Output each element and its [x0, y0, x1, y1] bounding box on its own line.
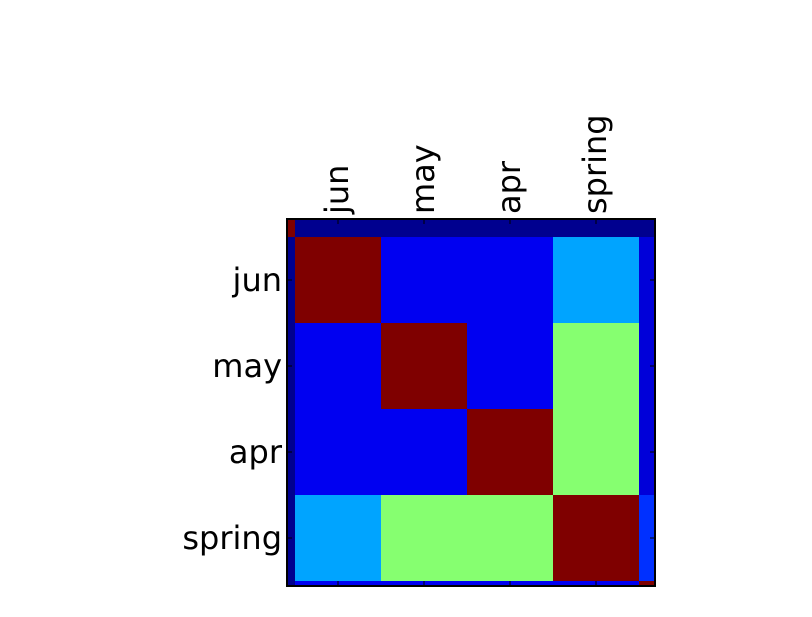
heatmap-cell-may-jun [295, 323, 381, 409]
heatmap-cell-jun-spring [553, 237, 639, 323]
heatmap-cell-may-apr [467, 323, 553, 409]
heatmap-cell-jun-jun [295, 237, 381, 323]
x-tick-label: may [404, 144, 442, 214]
heatmap-cell-apr-jun [295, 409, 381, 495]
heatmap-cell-may-spring [553, 323, 639, 409]
edge-strip-bottom [295, 581, 639, 586]
heatmap-cell-jun-apr [467, 237, 553, 323]
heatmap-cell-spring-apr [467, 495, 553, 581]
edge-strip-left [287, 237, 295, 586]
heatmap-cell-spring-jun [295, 495, 381, 581]
heatmap-cell-may-may [381, 323, 467, 409]
x-tick-label: spring [576, 114, 614, 214]
edge-corner-top-right [639, 219, 655, 237]
heatmap-cell-spring-may [381, 495, 467, 581]
heatmap-cell-apr-spring [553, 409, 639, 495]
y-tick-label: may [212, 347, 282, 385]
edge-strip-top [287, 219, 655, 237]
edge-corner-top-left [287, 219, 295, 237]
heatmap-cell-jun-may [381, 237, 467, 323]
heatmap-cells [287, 219, 655, 586]
edge-strip-right-bottom [639, 495, 655, 581]
y-tick-label: jun [232, 261, 282, 299]
heatmap-cell-apr-apr [467, 409, 553, 495]
x-tick-label: apr [490, 160, 528, 214]
tick-labels: jun may apr spring jun may apr spring [182, 114, 614, 557]
x-tick-label: jun [318, 165, 356, 215]
plot-frame [286, 218, 656, 587]
edge-corner-bottom-left [287, 581, 295, 586]
y-tick-label: spring [182, 519, 282, 557]
heatmap-cell-apr-may [381, 409, 467, 495]
heatmap-cell-spring-spring [553, 495, 639, 581]
y-tick-label: apr [229, 433, 283, 471]
edge-corner-bottom-right [639, 581, 655, 586]
